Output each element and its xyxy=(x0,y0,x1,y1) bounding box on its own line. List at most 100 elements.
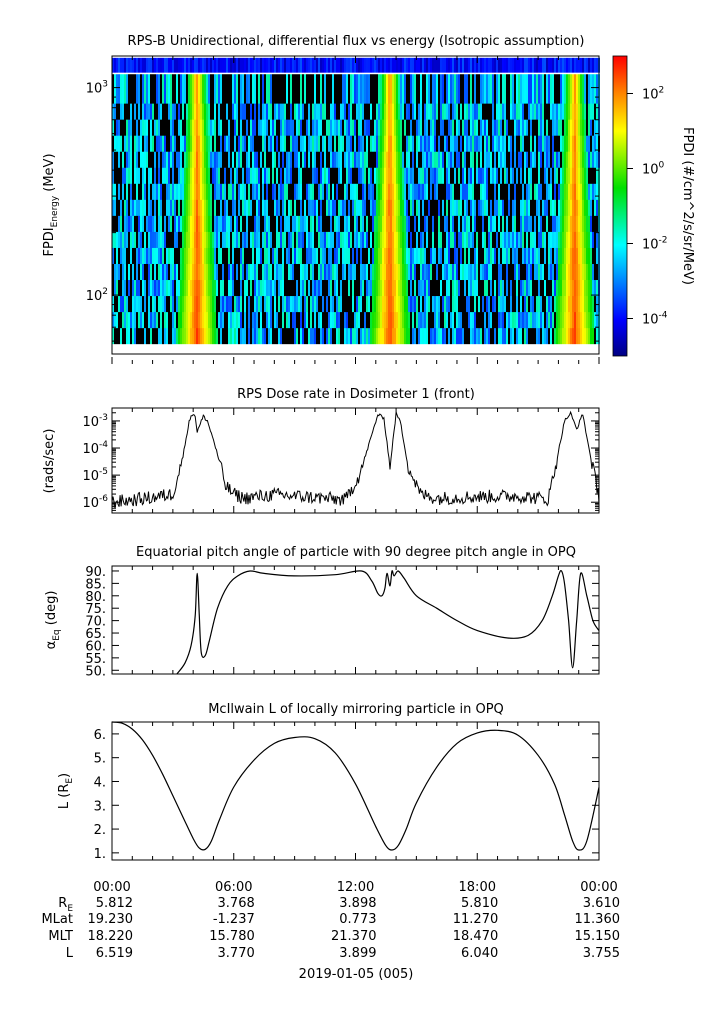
spectrogram-cell xyxy=(444,266,446,297)
spectrogram-cell xyxy=(400,234,402,264)
spectrogram-cell xyxy=(154,90,156,120)
spectrogram-cell xyxy=(580,298,582,329)
spectrogram-cell xyxy=(536,266,538,297)
spectrogram-cell xyxy=(356,202,358,232)
spectrogram-cell xyxy=(202,202,204,232)
spectrogram-cell xyxy=(282,250,284,281)
spectrogram-cell xyxy=(408,250,410,281)
spectrogram-cell xyxy=(566,202,568,232)
spectrogram-cell xyxy=(114,122,116,152)
spectrogram-cell xyxy=(158,154,160,184)
spectrogram-cell xyxy=(272,250,274,281)
spectrogram-cell xyxy=(336,170,338,200)
spectrogram-cell xyxy=(458,74,460,104)
spectrogram-cell xyxy=(566,154,568,184)
spectrogram-cell xyxy=(314,106,316,136)
spectrogram-cell xyxy=(360,170,362,200)
spectrogram-cell xyxy=(180,170,182,200)
spectrogram-cell xyxy=(560,266,562,297)
spectrogram-cell xyxy=(420,170,422,200)
spectrogram-cell xyxy=(350,74,352,104)
spectrogram-cell xyxy=(590,186,592,216)
spectrogram-cell xyxy=(288,186,290,216)
spectrogram-cell xyxy=(254,122,256,152)
spectrogram-cell xyxy=(324,250,326,281)
spectrogram-cell xyxy=(322,250,324,281)
spectrogram-cell xyxy=(230,57,232,73)
spectrogram-cell xyxy=(222,106,224,136)
spectrogram-cell xyxy=(366,282,368,313)
spectrogram-cell xyxy=(148,106,150,136)
spectrogram-cell xyxy=(220,170,222,200)
spectrogram-cell xyxy=(540,122,542,152)
spectrogram-cell xyxy=(522,57,524,73)
spectrogram-cell xyxy=(378,282,380,313)
spectrogram-cell xyxy=(516,170,518,200)
spectrogram-cell xyxy=(420,57,422,73)
spectrogram-cell xyxy=(220,202,222,232)
spectrogram-cell xyxy=(246,218,248,248)
spectrogram-cell xyxy=(588,122,590,152)
spectrogram-cell xyxy=(378,202,380,232)
spectrogram-cell xyxy=(264,57,266,73)
spectrogram-cell xyxy=(558,138,560,168)
spectrogram-cell xyxy=(184,234,186,264)
pitch-angle-y-tick-label: 80. xyxy=(85,590,106,605)
spectrogram-cell xyxy=(266,298,268,329)
spectrogram-cell xyxy=(570,170,572,200)
spectrogram-cell xyxy=(228,154,230,184)
spectrogram-cell xyxy=(224,106,226,136)
spectrogram-cell xyxy=(494,234,496,264)
spectrogram-cell xyxy=(172,202,174,232)
spectrogram-cell xyxy=(426,122,428,152)
spectrogram-cell xyxy=(420,266,422,297)
spectrogram-cell xyxy=(482,90,484,120)
spectrogram-cell xyxy=(190,202,192,232)
spectrogram-cell xyxy=(530,266,532,297)
spectrogram-cell xyxy=(518,154,520,184)
spectrogram-cell xyxy=(528,250,530,281)
spectrogram-cell xyxy=(476,234,478,264)
spectrogram-cell xyxy=(242,138,244,168)
spectrogram-cell xyxy=(472,250,474,281)
spectrogram-cell xyxy=(320,202,322,232)
spectrogram-cell xyxy=(484,57,486,73)
spectrogram-cell xyxy=(594,57,596,73)
spectrogram-cell xyxy=(448,170,450,200)
spectrogram-cell xyxy=(154,234,156,264)
spectrogram-cell xyxy=(304,186,306,216)
spectrogram-cell xyxy=(540,202,542,232)
spectrogram-cell xyxy=(508,90,510,120)
spectrogram-cell xyxy=(376,122,378,152)
spectrogram-cell xyxy=(372,218,374,248)
spectrogram-cell xyxy=(168,138,170,168)
spectrogram-cell xyxy=(516,298,518,329)
spectrogram-cell xyxy=(414,138,416,168)
spectrogram-cell xyxy=(318,90,320,120)
spectrogram-cell xyxy=(396,250,398,281)
spectrogram-cell xyxy=(514,106,516,136)
spectrogram-cell xyxy=(200,298,202,329)
spectrogram-cell xyxy=(450,74,452,104)
spectrogram-cell xyxy=(444,250,446,281)
spectrogram-cell xyxy=(396,154,398,184)
spectrogram-cell xyxy=(122,218,124,248)
spectrogram-cell xyxy=(440,138,442,168)
spectrogram-cell xyxy=(518,218,520,248)
spectrogram-cell xyxy=(584,74,586,104)
spectrogram-cell xyxy=(236,218,238,248)
spectrogram-cell xyxy=(242,250,244,281)
spectrogram-cell xyxy=(182,170,184,200)
spectrogram-cell xyxy=(126,266,128,297)
spectrogram-cell xyxy=(336,90,338,120)
spectrogram-cell xyxy=(546,298,548,329)
spectrogram-cell xyxy=(524,218,526,248)
spectrogram-cell xyxy=(572,90,574,120)
spectrogram-cell xyxy=(378,314,380,345)
spectrogram-cell xyxy=(464,138,466,168)
spectrogram-cell xyxy=(340,186,342,216)
spectrogram-cell xyxy=(460,170,462,200)
spectrogram-cell xyxy=(576,106,578,136)
spectrogram-cell xyxy=(370,74,372,104)
spectrogram-cell xyxy=(536,106,538,136)
